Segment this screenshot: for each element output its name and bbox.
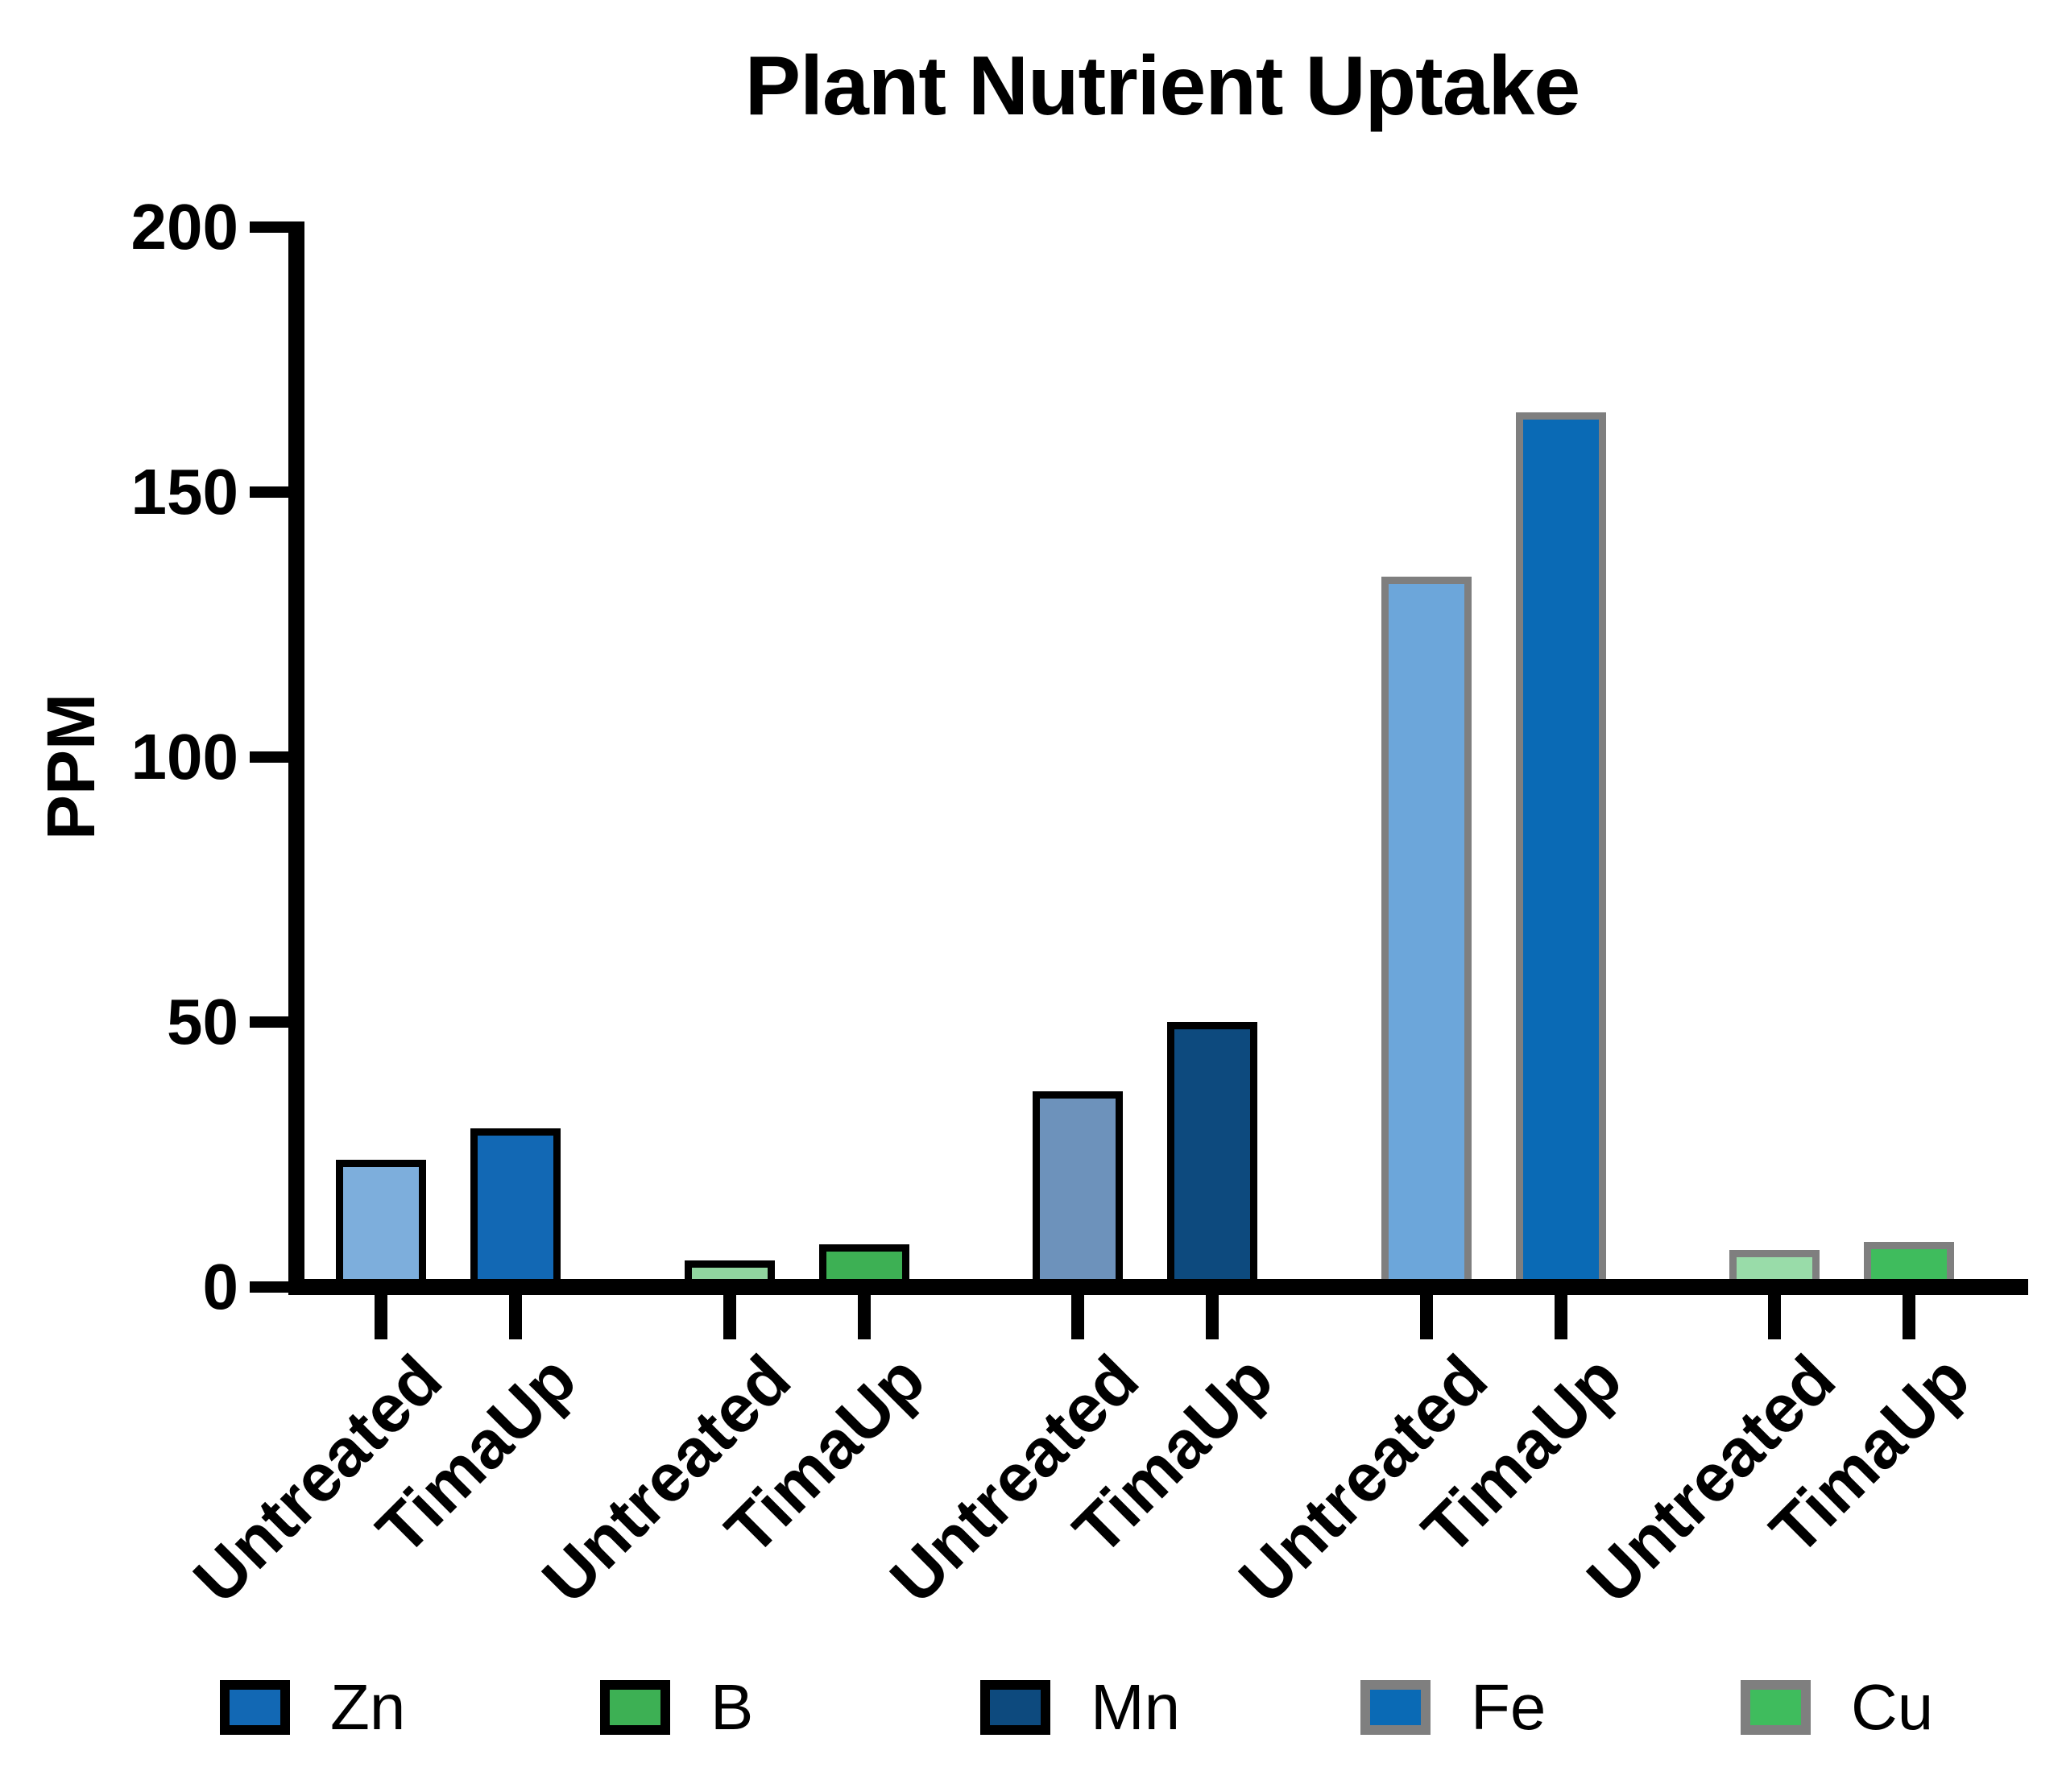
x-tick-zn-timaup [509, 1295, 522, 1339]
bar-fe-untreated [1381, 577, 1472, 1295]
legend-label-mn: Mn [1091, 1671, 1181, 1743]
legend-swatch-b [600, 1680, 670, 1735]
legend-swatch-cu [1741, 1680, 1811, 1735]
bar-mn-untreated [1033, 1091, 1123, 1295]
y-tick-50 [250, 1016, 288, 1028]
legend-label-cu: Cu [1851, 1671, 1934, 1743]
legend-label-zn: Zn [330, 1671, 406, 1743]
y-tick-label-150: 150 [130, 456, 238, 528]
y-tick-label-50: 50 [167, 986, 238, 1057]
legend-swatch-zn [220, 1680, 290, 1735]
legend-swatch-fe [1360, 1680, 1431, 1735]
x-axis-line [288, 1279, 2028, 1295]
bar-mn-timaup [1167, 1022, 1257, 1295]
x-tick-b-timaup [858, 1295, 871, 1339]
legend-swatch-mn [980, 1680, 1050, 1735]
y-axis-line [288, 221, 304, 1295]
bar-fe-timaup [1516, 412, 1606, 1295]
chart-title: Plant Nutrient Uptake [744, 39, 1580, 133]
x-tick-fe-untreated [1420, 1295, 1433, 1339]
y-tick-150 [250, 486, 288, 498]
y-tick-0 [250, 1281, 288, 1293]
y-tick-label-100: 100 [130, 721, 238, 793]
y-tick-label-0: 0 [202, 1251, 239, 1322]
bar-zn-timaup [470, 1128, 561, 1295]
bar-zn-untreated [336, 1160, 426, 1295]
legend-label-b: B [710, 1671, 754, 1743]
x-tick-b-untreated [723, 1295, 736, 1339]
x-tick-mn-untreated [1071, 1295, 1084, 1339]
y-tick-200 [250, 221, 288, 233]
y-tick-label-200: 200 [130, 191, 238, 263]
y-tick-100 [250, 751, 288, 763]
legend-label-fe: Fe [1471, 1671, 1546, 1743]
x-tick-mn-timaup [1206, 1295, 1219, 1339]
x-tick-fe-timaup [1555, 1295, 1567, 1339]
x-tick-cu-untreated [1768, 1295, 1781, 1339]
x-tick-zn-untreated [375, 1295, 387, 1339]
x-tick-cu-timaup [1903, 1295, 1915, 1339]
